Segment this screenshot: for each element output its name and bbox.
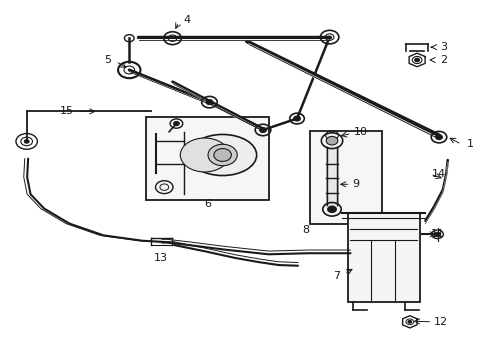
Text: 5: 5 bbox=[104, 55, 111, 65]
Circle shape bbox=[434, 232, 440, 237]
Text: 4: 4 bbox=[183, 15, 190, 25]
Circle shape bbox=[259, 127, 266, 132]
Text: 7: 7 bbox=[332, 271, 340, 281]
Circle shape bbox=[407, 320, 411, 323]
Circle shape bbox=[327, 206, 336, 212]
Circle shape bbox=[414, 58, 419, 62]
Circle shape bbox=[205, 100, 212, 105]
Text: 10: 10 bbox=[353, 127, 366, 138]
Text: 15: 15 bbox=[59, 107, 73, 116]
Circle shape bbox=[24, 140, 29, 143]
Text: 9: 9 bbox=[352, 179, 359, 189]
Polygon shape bbox=[402, 316, 416, 328]
Text: 12: 12 bbox=[433, 317, 447, 327]
Circle shape bbox=[173, 121, 179, 126]
Bar bbox=[309, 131, 381, 224]
Circle shape bbox=[213, 149, 231, 161]
Text: 11: 11 bbox=[430, 229, 444, 239]
Text: 2: 2 bbox=[439, 55, 446, 65]
Text: 13: 13 bbox=[154, 253, 167, 263]
Text: 3: 3 bbox=[439, 42, 446, 52]
Text: 14: 14 bbox=[431, 168, 446, 179]
Bar bbox=[146, 117, 268, 200]
Text: 1: 1 bbox=[466, 139, 473, 149]
Circle shape bbox=[325, 136, 337, 145]
Circle shape bbox=[207, 144, 237, 166]
Text: 8: 8 bbox=[302, 225, 309, 235]
Circle shape bbox=[293, 116, 300, 121]
Bar bbox=[347, 213, 419, 302]
Polygon shape bbox=[408, 53, 424, 67]
Circle shape bbox=[435, 135, 442, 140]
Ellipse shape bbox=[188, 134, 256, 176]
Ellipse shape bbox=[180, 138, 228, 172]
Text: 6: 6 bbox=[203, 199, 211, 209]
